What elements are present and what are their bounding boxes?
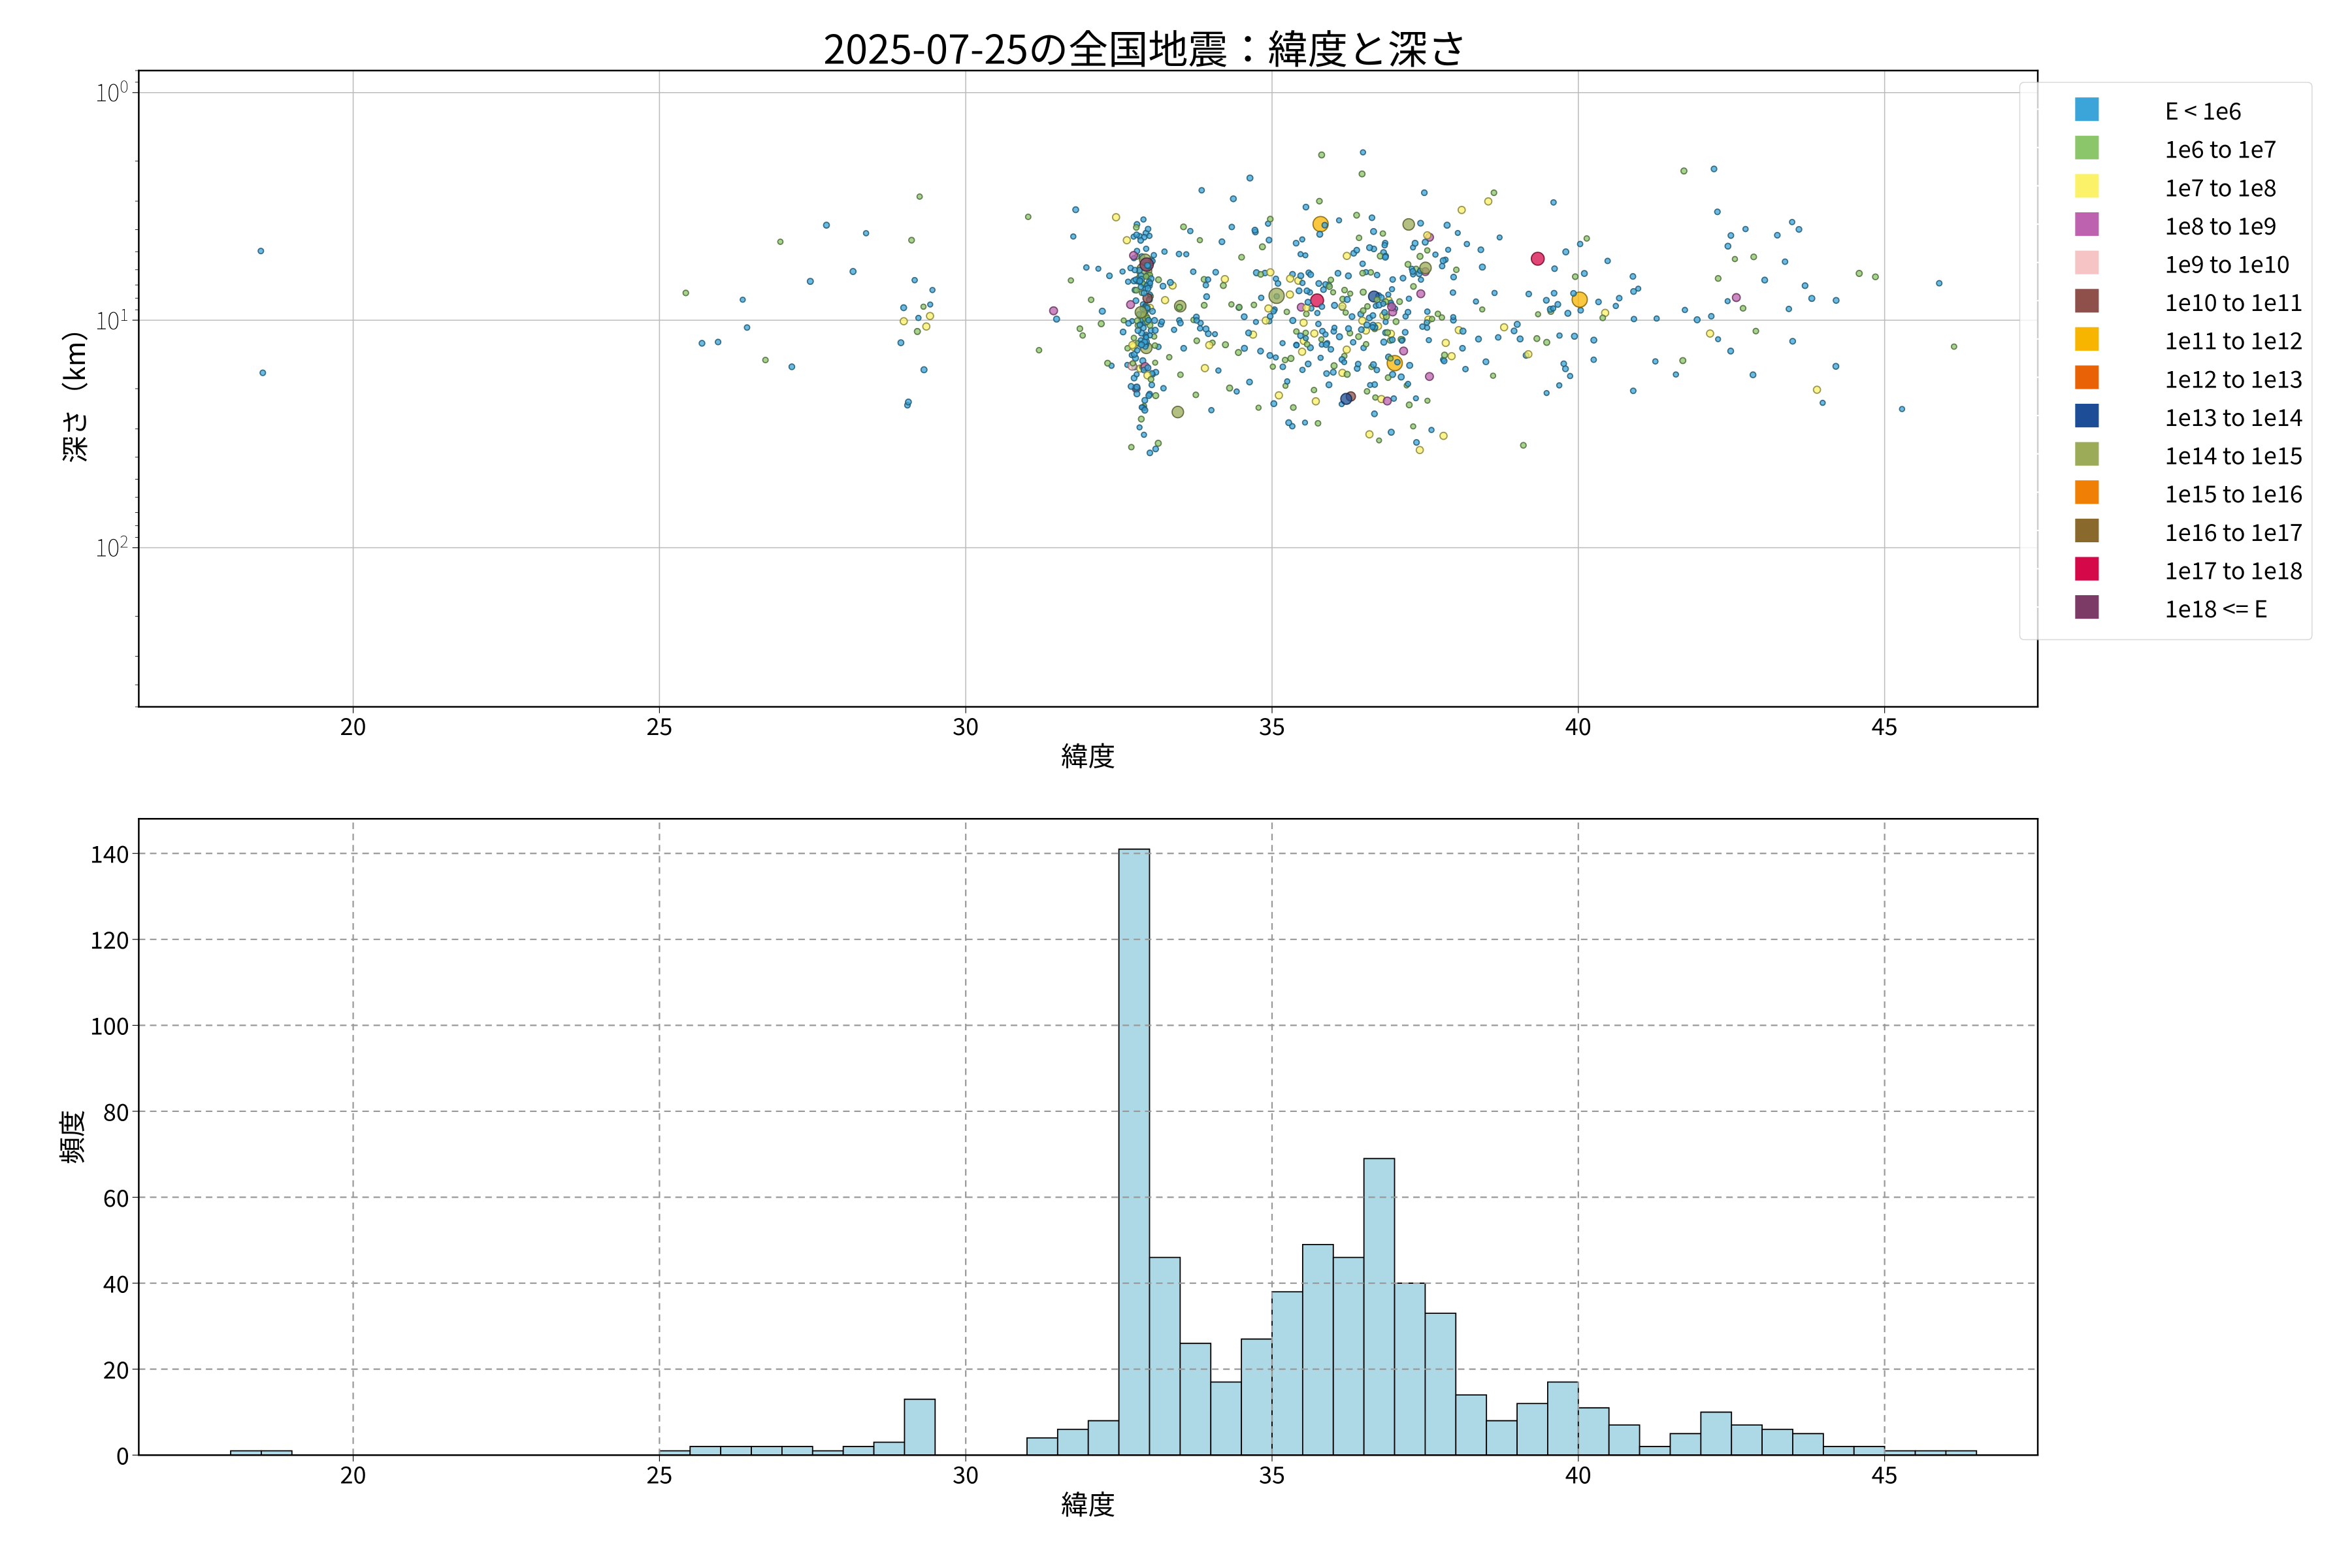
svg-text:80: 80 <box>103 1094 129 1128</box>
svg-text:20: 20 <box>103 1352 129 1386</box>
svg-text:25: 25 <box>646 1456 672 1490</box>
svg-text:1e7 to 1e8: 1e7 to 1e8 <box>2165 169 2277 203</box>
svg-text:1e8 to 1e9: 1e8 to 1e9 <box>2165 208 2277 242</box>
svg-text:1e18 <= E: 1e18 <= E <box>2165 591 2268 625</box>
svg-text:1e16 to 1e17: 1e16 to 1e17 <box>2165 514 2303 548</box>
svg-text:1e10 to 1e11: 1e10 to 1e11 <box>2165 284 2303 318</box>
svg-text:2025-07-25の全国地震：緯度と深さ: 2025-07-25の全国地震：緯度と深さ <box>823 18 1467 76</box>
svg-text:60: 60 <box>103 1180 129 1214</box>
svg-text:35: 35 <box>1259 708 1285 742</box>
svg-text:E < 1e6: E < 1e6 <box>2165 93 2242 127</box>
svg-text:40: 40 <box>1565 708 1592 742</box>
svg-text:40: 40 <box>103 1266 129 1299</box>
svg-text:30: 30 <box>953 708 979 742</box>
svg-text:緯度: 緯度 <box>1061 735 1115 774</box>
svg-text:120: 120 <box>90 922 129 956</box>
svg-text:140: 140 <box>90 836 129 870</box>
svg-text:20: 20 <box>340 1456 367 1490</box>
svg-text:45: 45 <box>1872 708 1898 742</box>
svg-text:20: 20 <box>340 708 367 742</box>
svg-text:1e17 to 1e18: 1e17 to 1e18 <box>2165 552 2303 586</box>
svg-text:25: 25 <box>646 708 672 742</box>
svg-text:100: 100 <box>90 1008 129 1042</box>
svg-text:45: 45 <box>1872 1456 1898 1490</box>
svg-text:1e11 to 1e12: 1e11 to 1e12 <box>2165 323 2303 357</box>
svg-text:1e15 to 1e16: 1e15 to 1e16 <box>2165 476 2303 510</box>
svg-text:0: 0 <box>116 1438 129 1472</box>
svg-text:頻度: 頻度 <box>51 1110 90 1164</box>
svg-text:1e14 to 1e15: 1e14 to 1e15 <box>2165 438 2303 472</box>
svg-text:40: 40 <box>1565 1456 1592 1490</box>
svg-text:1e13 to 1e14: 1e13 to 1e14 <box>2165 399 2303 433</box>
svg-text:緯度: 緯度 <box>1061 1483 1115 1522</box>
svg-text:深さ（km）: 深さ（km） <box>54 314 93 463</box>
svg-text:1e6 to 1e7: 1e6 to 1e7 <box>2165 131 2277 165</box>
svg-text:30: 30 <box>953 1456 979 1490</box>
svg-text:1e12 to 1e13: 1e12 to 1e13 <box>2165 361 2303 395</box>
svg-text:35: 35 <box>1259 1456 1285 1490</box>
svg-text:1e9 to 1e10: 1e9 to 1e10 <box>2165 246 2290 280</box>
